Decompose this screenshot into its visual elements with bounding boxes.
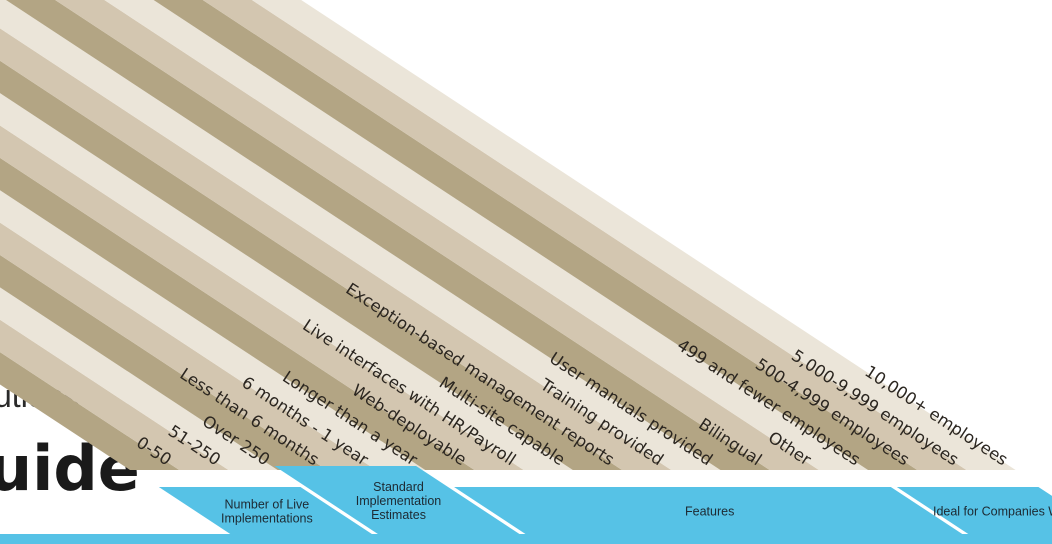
group-label-3-0: Ideal for Companies With: [933, 505, 1052, 519]
group-label-1-0: Standard [373, 480, 424, 494]
group-band-3 [896, 487, 1052, 536]
group-label-0-0: Number of Live [224, 498, 309, 512]
group-label-1-1: Implementation [356, 494, 442, 508]
column-stripe-over-250 [0, 287, 278, 470]
group-band-2 [454, 487, 966, 536]
column-stripe-bilingual [6, 0, 770, 470]
column-stripe-5-000-9-999-employees [202, 0, 967, 470]
column-stripe-other [55, 0, 819, 470]
column-stripe-exception-based-management-reports [0, 60, 622, 470]
column-stripe-51-250 [0, 319, 229, 470]
column-stripe-multi-site-capable [0, 93, 573, 470]
group-band-0 [158, 487, 375, 536]
accent-baseline [0, 534, 1052, 544]
group-label-0-1: Implementations [221, 512, 313, 526]
group-label-1-2: Estimates [371, 508, 426, 522]
column-stripe-499-and-fewer-employees [104, 0, 868, 470]
group-label-2-0: Features [685, 505, 734, 519]
column-stripe-0-50 [0, 352, 180, 470]
column-stripe-user-manuals-provided [0, 0, 721, 470]
column-stripe-10-000-employees [252, 0, 1016, 470]
column-stripe-500-4-999-employees [153, 0, 918, 470]
group-band-1 [274, 466, 523, 536]
column-stripes [0, 0, 1016, 470]
